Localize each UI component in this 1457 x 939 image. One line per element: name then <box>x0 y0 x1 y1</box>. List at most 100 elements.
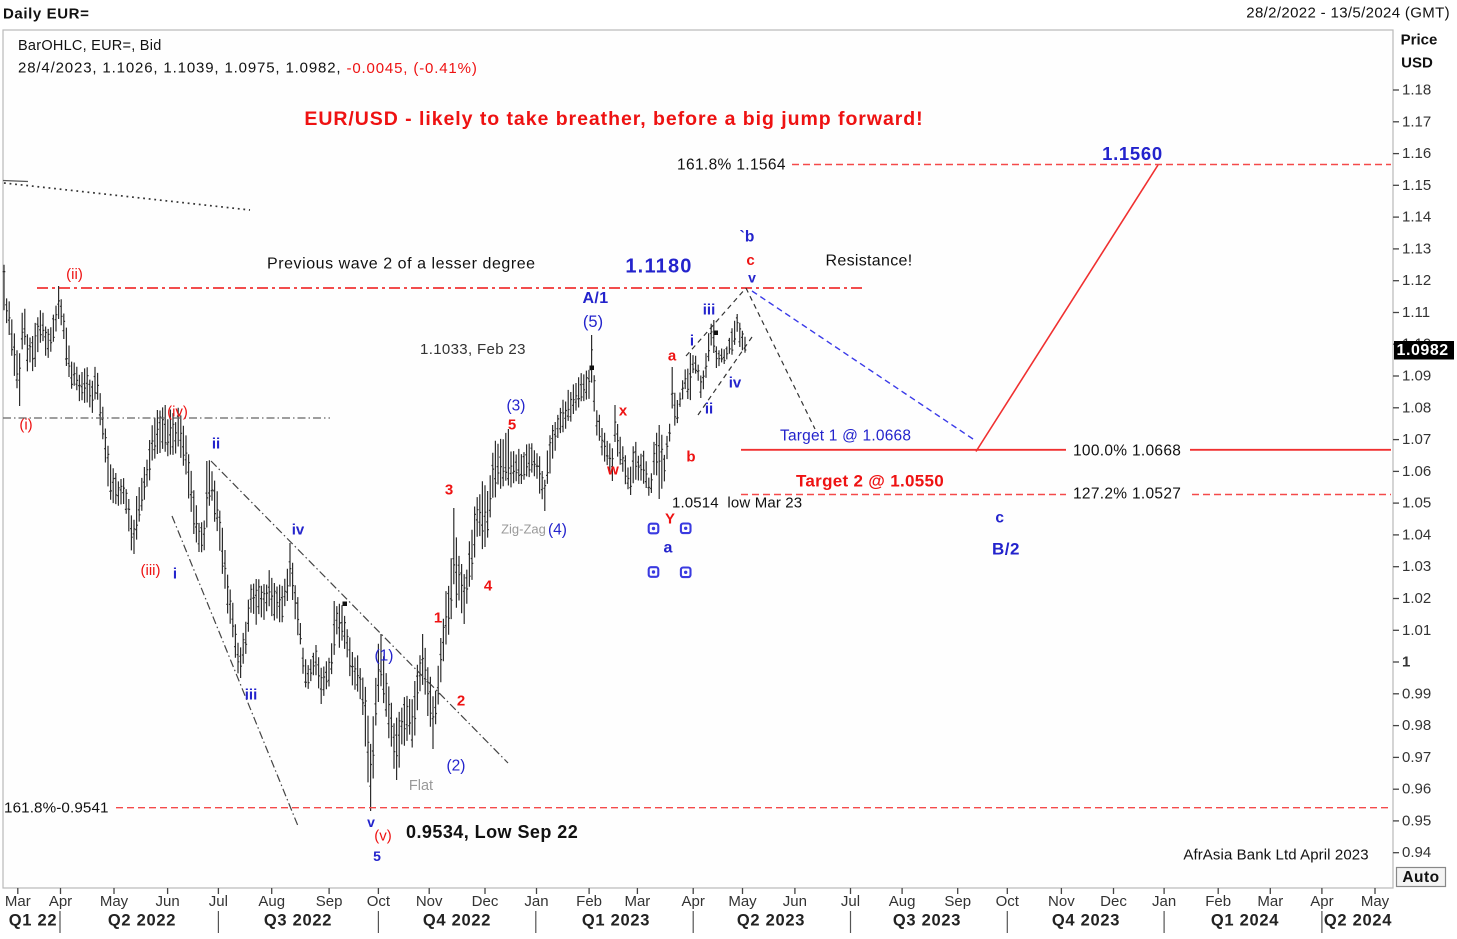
svg-text:Jun: Jun <box>156 893 180 910</box>
svg-text:Q1 2024: Q1 2024 <box>1211 912 1279 930</box>
svg-text:(3): (3) <box>507 398 526 415</box>
svg-text:5: 5 <box>508 417 516 434</box>
svg-text:0.98: 0.98 <box>1402 717 1431 734</box>
svg-text:Aug: Aug <box>258 893 285 910</box>
svg-text:Resistance!: Resistance! <box>826 253 913 270</box>
svg-text:4: 4 <box>484 578 493 595</box>
svg-text:1.11: 1.11 <box>1402 304 1430 321</box>
svg-text:1.18: 1.18 <box>1402 82 1431 99</box>
svg-text:ii: ii <box>212 436 220 453</box>
svg-text:3: 3 <box>445 482 453 499</box>
svg-text:b: b <box>686 449 695 466</box>
svg-text:Apr: Apr <box>682 893 705 910</box>
svg-text:Jun: Jun <box>783 893 807 910</box>
svg-text:Mar: Mar <box>1257 893 1283 910</box>
svg-text:1: 1 <box>434 610 442 627</box>
svg-text:May: May <box>100 893 129 910</box>
svg-text:Sep: Sep <box>944 893 971 910</box>
svg-text:BarOHLC, EUR=, Bid: BarOHLC, EUR=, Bid <box>18 38 162 54</box>
svg-text:1.05: 1.05 <box>1402 495 1431 512</box>
svg-text:Q2 2024: Q2 2024 <box>1324 912 1392 930</box>
svg-text:Q1 2023: Q1 2023 <box>582 912 650 930</box>
svg-text:iv: iv <box>292 522 305 539</box>
svg-text:1.0514 low Mar 23: 1.0514 low Mar 23 <box>672 495 802 512</box>
svg-text:EUR/USD - likely to take breat: EUR/USD - likely to take breather, befor… <box>304 108 923 130</box>
svg-text:Feb: Feb <box>1205 893 1231 910</box>
svg-text:1.15: 1.15 <box>1402 177 1431 194</box>
svg-text:5: 5 <box>373 848 381 864</box>
svg-text:Auto: Auto <box>1402 869 1439 886</box>
svg-text:28/2/2022 - 13/5/2024 (GMT): 28/2/2022 - 13/5/2024 (GMT) <box>1246 5 1450 22</box>
svg-text:Target 1 @ 1.0668: Target 1 @ 1.0668 <box>780 428 911 445</box>
svg-text:Flat: Flat <box>409 778 433 794</box>
svg-text:a: a <box>668 348 677 365</box>
svg-text:v: v <box>367 814 375 830</box>
svg-text:Jul: Jul <box>209 893 228 910</box>
svg-text:(v): (v) <box>374 828 392 845</box>
svg-text:1.16: 1.16 <box>1402 145 1431 162</box>
svg-text:Jan: Jan <box>524 893 548 910</box>
svg-text:Target 2 @ 1.0550: Target 2 @ 1.0550 <box>796 472 944 491</box>
svg-text:Sep: Sep <box>316 893 343 910</box>
svg-text:Mar: Mar <box>624 893 650 910</box>
svg-text:1.14: 1.14 <box>1402 209 1431 226</box>
svg-text:Q4 2023: Q4 2023 <box>1052 912 1120 930</box>
svg-text:`b: `b <box>740 229 755 246</box>
svg-text:Q2 2023: Q2 2023 <box>737 912 805 930</box>
svg-text:a: a <box>664 540 673 557</box>
svg-text:Feb: Feb <box>576 893 602 910</box>
svg-text:0.9534, Low Sep 22: 0.9534, Low Sep 22 <box>406 822 578 842</box>
svg-text:(4): (4) <box>548 522 567 539</box>
svg-text:Q1 22: Q1 22 <box>9 912 57 930</box>
svg-text:Mar: Mar <box>5 893 31 910</box>
svg-text:Jul: Jul <box>841 893 860 910</box>
svg-text:1.02: 1.02 <box>1402 590 1431 607</box>
svg-text:Price: Price <box>1401 32 1438 49</box>
svg-text:1.0982: 1.0982 <box>1397 342 1449 359</box>
svg-text:May: May <box>728 893 757 910</box>
svg-text:Zig-Zag: Zig-Zag <box>501 522 546 537</box>
svg-text:AfrAsia Bank Ltd April 2023: AfrAsia Bank Ltd April 2023 <box>1183 847 1368 864</box>
svg-text:Aug: Aug <box>889 893 916 910</box>
svg-text:Apr: Apr <box>49 893 72 910</box>
svg-text:v: v <box>748 270 756 286</box>
svg-text:ii: ii <box>705 401 713 418</box>
svg-text:Q2 2022: Q2 2022 <box>108 912 176 930</box>
svg-text:0.99: 0.99 <box>1402 685 1431 702</box>
svg-text:1.06: 1.06 <box>1402 463 1431 480</box>
svg-text:(ii): (ii) <box>66 266 83 283</box>
svg-text:i: i <box>173 566 177 583</box>
svg-text:Apr: Apr <box>1310 893 1333 910</box>
svg-text:1.12: 1.12 <box>1402 272 1431 289</box>
svg-text:0.97: 0.97 <box>1402 749 1431 766</box>
svg-text:Oct: Oct <box>996 893 1020 910</box>
svg-text:i: i <box>690 333 694 350</box>
svg-text:c: c <box>995 510 1004 527</box>
svg-text:Dec: Dec <box>1100 893 1127 910</box>
svg-text:100.0% 1.0668: 100.0% 1.0668 <box>1073 443 1181 460</box>
svg-text:iii: iii <box>703 302 716 319</box>
svg-text:1.1180: 1.1180 <box>625 256 692 278</box>
svg-text:1.17: 1.17 <box>1402 113 1431 130</box>
svg-text:Oct: Oct <box>367 893 391 910</box>
svg-text:Q3 2023: Q3 2023 <box>893 912 961 930</box>
svg-text:161.8% 1.1564: 161.8% 1.1564 <box>677 157 786 174</box>
svg-text:Nov: Nov <box>416 893 443 910</box>
svg-text:(iv): (iv) <box>167 404 188 421</box>
svg-text:iv: iv <box>729 375 742 392</box>
svg-text:1.13: 1.13 <box>1402 240 1431 257</box>
svg-text:(5): (5) <box>583 313 603 331</box>
svg-text:(1): (1) <box>375 648 394 665</box>
svg-text:0.94: 0.94 <box>1402 844 1431 861</box>
svg-text:1.07: 1.07 <box>1402 431 1431 448</box>
svg-text:1.03: 1.03 <box>1402 558 1431 575</box>
svg-text:0.96: 0.96 <box>1402 781 1431 798</box>
svg-text:May: May <box>1361 893 1390 910</box>
svg-text:Daily EUR=: Daily EUR= <box>3 6 89 23</box>
svg-text:Y: Y <box>665 511 675 528</box>
svg-text:B/2: B/2 <box>992 539 1020 558</box>
svg-text:(i): (i) <box>19 417 32 434</box>
svg-text:(iii): (iii) <box>141 562 161 579</box>
svg-text:A/1: A/1 <box>582 290 608 307</box>
svg-text:USD: USD <box>1401 55 1433 72</box>
